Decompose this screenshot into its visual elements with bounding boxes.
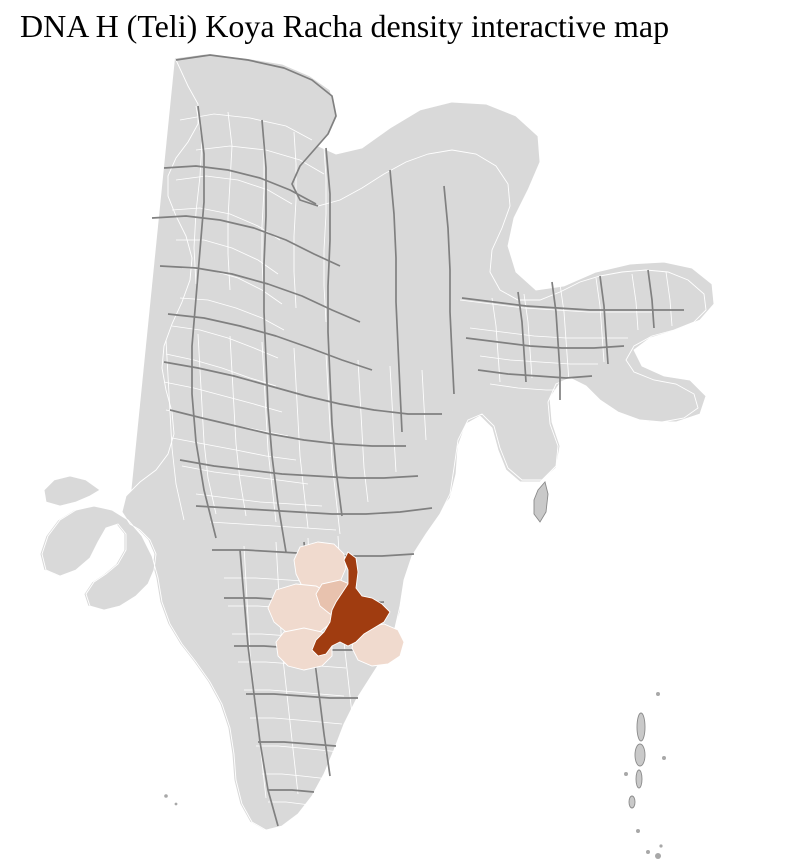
state-boundaries bbox=[151, 54, 684, 827]
north-block bbox=[41, 54, 707, 831]
district-highlight-dark-core[interactable] bbox=[311, 551, 391, 657]
india-choropleth-svg[interactable]: .base { fill:#d9d9d9; stroke:#ffffff; st… bbox=[0, 50, 800, 863]
page-title: DNA H (Teli) Koya Racha density interact… bbox=[20, 8, 670, 44]
east-coast-dark-patch bbox=[533, 481, 549, 523]
lakshadweep-islands bbox=[164, 794, 178, 806]
map-canvas[interactable]: .base { fill:#d9d9d9; stroke:#ffffff; st… bbox=[0, 50, 800, 863]
highlighted-districts[interactable] bbox=[267, 541, 405, 671]
india-base-fill bbox=[41, 54, 707, 831]
andaman-nicobar-islands bbox=[624, 692, 666, 859]
